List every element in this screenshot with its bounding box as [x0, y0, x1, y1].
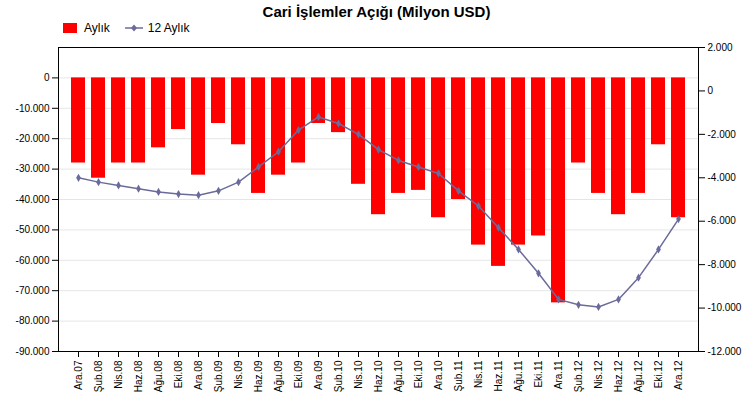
svg-text:-12.000: -12.000 — [708, 346, 742, 357]
svg-text:-50.000: -50.000 — [16, 224, 50, 235]
svg-text:Nis.09: Nis.09 — [233, 360, 244, 389]
svg-text:-4.000: -4.000 — [708, 172, 737, 183]
svg-text:Ara.09: Ara.09 — [313, 360, 324, 390]
svg-text:-2.000: -2.000 — [708, 129, 737, 140]
svg-text:Haz.09: Haz.09 — [253, 360, 264, 392]
svg-text:0: 0 — [44, 72, 50, 83]
svg-text:Eki.11: Eki.11 — [533, 360, 544, 387]
svg-text:-6.000: -6.000 — [708, 215, 737, 226]
svg-text:Ağu.10: Ağu.10 — [393, 360, 404, 392]
svg-text:Ara.07: Ara.07 — [73, 360, 84, 390]
svg-text:-60.000: -60.000 — [16, 255, 50, 266]
html-text:12 Aylık: 12 Aylık — [147, 21, 190, 35]
svg-text:Nis.12: Nis.12 — [593, 360, 604, 389]
svg-text:Ağu.12: Ağu.12 — [633, 360, 644, 392]
svg-text:-80.000: -80.000 — [16, 315, 50, 326]
svg-text:Şub.10: Şub.10 — [333, 360, 344, 392]
svg-text:-30.000: -30.000 — [16, 163, 50, 174]
svg-text:Ağu.08: Ağu.08 — [153, 360, 164, 392]
svg-text:Ağu.11: Ağu.11 — [513, 360, 524, 391]
svg-text:0: 0 — [708, 85, 714, 96]
svg-text:Ağu.09: Ağu.09 — [273, 360, 284, 392]
svg-text:Nis.08: Nis.08 — [113, 360, 124, 389]
html-text:Cari İşlemler Açığı (Milyon US: Cari İşlemler Açığı (Milyon USD) — [262, 3, 491, 20]
svg-text:Eki.08: Eki.08 — [173, 360, 184, 388]
svg-text:-70.000: -70.000 — [16, 285, 50, 296]
svg-text:-90.000: -90.000 — [16, 346, 50, 357]
svg-text:Ara.10: Ara.10 — [433, 360, 444, 390]
svg-text:Şub.11: Şub.11 — [453, 360, 464, 391]
svg-text:Eki.09: Eki.09 — [293, 360, 304, 388]
svg-text:-40.000: -40.000 — [16, 194, 50, 205]
svg-text:-8.000: -8.000 — [708, 259, 737, 270]
svg-text:Nis.10: Nis.10 — [353, 360, 364, 389]
svg-text:Nis.11: Nis.11 — [473, 360, 484, 388]
svg-text:-20.000: -20.000 — [16, 133, 50, 144]
svg-text:Şub.12: Şub.12 — [573, 360, 584, 392]
svg-text:Ara.11: Ara.11 — [553, 360, 564, 389]
svg-text:Haz.12: Haz.12 — [613, 360, 624, 392]
html-text:Aylık: Aylık — [84, 21, 110, 35]
svg-text:Ara.12: Ara.12 — [673, 360, 684, 390]
svg-text:Eki.10: Eki.10 — [413, 360, 424, 388]
svg-text:-10.000: -10.000 — [708, 302, 742, 313]
svg-text:Şub.09: Şub.09 — [213, 360, 224, 392]
svg-text:Şub.08: Şub.08 — [93, 360, 104, 392]
svg-text:Haz.10: Haz.10 — [373, 360, 384, 392]
svg-text:2.000: 2.000 — [708, 42, 733, 53]
svg-text:-10.000: -10.000 — [16, 103, 50, 114]
svg-text:Haz.08: Haz.08 — [133, 360, 144, 392]
svg-text:Haz.11: Haz.11 — [493, 360, 504, 391]
svg-text:Ara.08: Ara.08 — [193, 360, 204, 390]
svg-text:Eki.12: Eki.12 — [653, 360, 664, 388]
